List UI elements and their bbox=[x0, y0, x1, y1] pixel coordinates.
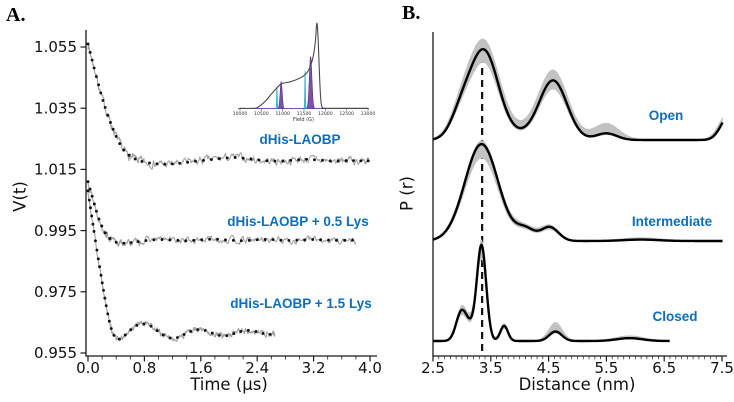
svg-text:12500: 12500 bbox=[339, 111, 354, 117]
svg-text:0.975: 0.975 bbox=[34, 283, 77, 301]
svg-text:2.4: 2.4 bbox=[245, 359, 269, 377]
svg-text:10000: 10000 bbox=[233, 111, 248, 117]
svg-text:7.5: 7.5 bbox=[710, 359, 734, 377]
series-label-dhis-laobp-15lys: dHis-LAOBP + 1.5 Lys bbox=[230, 296, 372, 311]
svg-text:3.5: 3.5 bbox=[479, 359, 503, 377]
svg-text:4.5: 4.5 bbox=[537, 359, 561, 377]
svg-text:2.5: 2.5 bbox=[421, 359, 445, 377]
panel-a-y-axis-title: V(t) bbox=[10, 181, 30, 212]
svg-text:1.6: 1.6 bbox=[189, 359, 213, 377]
svg-text:4.0: 4.0 bbox=[358, 359, 382, 377]
svg-text:5.5: 5.5 bbox=[594, 359, 618, 377]
trace-label-intermediate: Intermediate bbox=[631, 214, 713, 229]
panel-a-letter: A. bbox=[6, 4, 26, 26]
svg-text:1.015: 1.015 bbox=[34, 161, 77, 179]
panel-a-x-axis-title: Time (μs) bbox=[190, 375, 268, 394]
svg-text:0.0: 0.0 bbox=[76, 359, 100, 377]
series-label-dhis-laobp: dHis-LAOBP bbox=[259, 132, 341, 147]
svg-text:1.055: 1.055 bbox=[34, 38, 77, 56]
svg-text:6.5: 6.5 bbox=[652, 359, 676, 377]
svg-text:0.955: 0.955 bbox=[34, 344, 77, 362]
inset-x-axis-title: Field (G) bbox=[293, 117, 314, 123]
panel-b-letter: B. bbox=[402, 2, 421, 24]
svg-text:13000: 13000 bbox=[361, 111, 376, 117]
svg-text:1.035: 1.035 bbox=[34, 99, 77, 117]
svg-text:11000: 11000 bbox=[275, 111, 290, 117]
panel-b-x-axis-title: Distance (nm) bbox=[518, 375, 636, 394]
svg-text:12000: 12000 bbox=[318, 111, 333, 117]
svg-text:11500: 11500 bbox=[297, 111, 312, 117]
svg-text:3.2: 3.2 bbox=[302, 359, 326, 377]
svg-text:0.995: 0.995 bbox=[34, 222, 77, 240]
trace-label-open: Open bbox=[648, 108, 684, 123]
svg-text:0.8: 0.8 bbox=[132, 359, 156, 377]
series-label-dhis-laobp-05lys: dHis-LAOBP + 0.5 Lys bbox=[227, 214, 369, 229]
panel-b-y-axis-title: P (r) bbox=[397, 176, 417, 211]
svg-text:10500: 10500 bbox=[254, 111, 269, 117]
trace-label-closed: Closed bbox=[652, 309, 698, 324]
